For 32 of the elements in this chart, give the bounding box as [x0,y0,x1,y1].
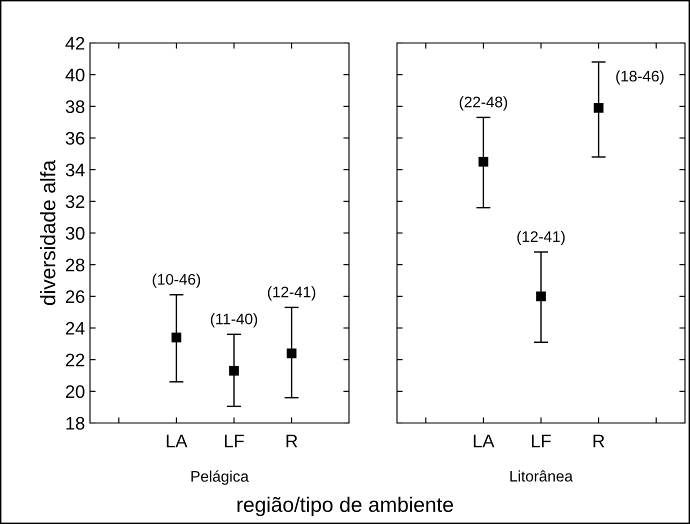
y-tick-label: 36 [66,132,84,145]
y-axis-title: diversidade alfa [40,160,56,306]
x-axis-title: Litorânea [510,470,573,482]
annotation: (22-48) [460,96,508,110]
x-tick-label: LA [166,434,188,448]
y-tick-label: 24 [66,322,85,335]
annotation: (12-41) [268,286,316,300]
y-tick-label: 28 [66,258,84,272]
y-tick-label: 40 [65,68,84,82]
y-tick-label: 22 [66,354,84,366]
annotation: (10-46) [152,274,200,288]
y-tick-label: 18 [66,416,84,430]
y-tick-label: 20 [66,385,84,398]
y-tick-label: 30 [66,226,84,240]
y-tick-label: 38 [66,100,84,114]
text: região/tipo de ambiente [238,496,453,516]
y-tick-label: 42 [65,36,84,50]
y-tick-label: 26 [66,290,84,304]
x-axis-title: Pelágica [191,470,249,485]
annotation: (12-41) [517,230,565,246]
x-tick-label: LA [474,434,494,448]
point [172,332,182,342]
point [229,366,239,376]
x-tick-label: LF [532,434,551,448]
annotation: (18-46) [616,70,664,85]
point [286,348,296,358]
x-tick-label: R [286,434,298,448]
y-tick-label: 34 [66,164,85,176]
x-tick-label: R [594,434,604,448]
y-tick-label: 32 [66,195,84,208]
x-tick-label: LF [224,434,244,448]
annotation: (11-40) [210,313,258,328]
